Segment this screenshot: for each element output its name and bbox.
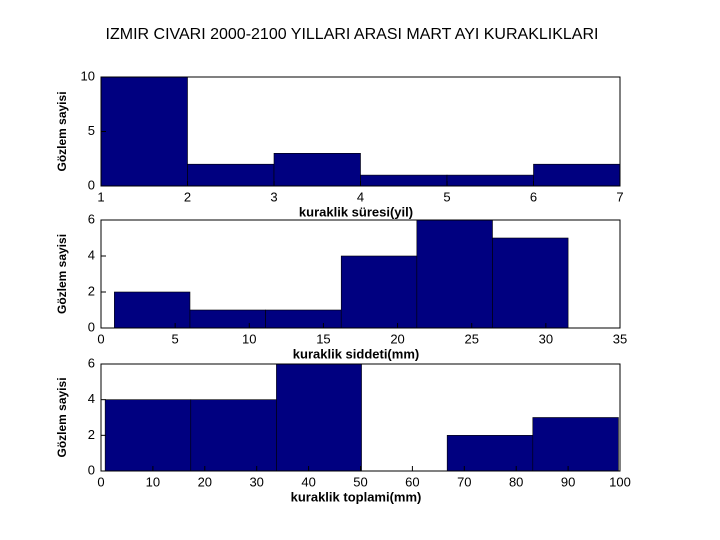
y-axis-label: Gözlem sayisi xyxy=(55,377,69,457)
histogram-bar xyxy=(446,174,534,187)
y-axis-label: Gözlem sayisi xyxy=(55,234,69,314)
x-tick-label: 7 xyxy=(616,189,623,204)
y-tick-label: 10 xyxy=(81,68,95,83)
histogram-bar xyxy=(492,237,569,329)
histogram-bar xyxy=(100,76,188,187)
x-tick-label: 20 xyxy=(198,474,212,489)
histogram-bar xyxy=(104,399,192,472)
histogram-bar xyxy=(265,309,342,329)
y-tick-label: 6 xyxy=(88,211,95,226)
histogram-bar xyxy=(189,309,266,329)
x-tick-label: 1 xyxy=(97,189,104,204)
x-tick-label: 80 xyxy=(509,474,523,489)
x-tick-label: 10 xyxy=(146,474,160,489)
y-tick-label: 2 xyxy=(88,427,95,442)
axes-frame xyxy=(100,219,621,329)
histogram-bar xyxy=(416,219,493,329)
y-tick-label: 5 xyxy=(88,123,95,138)
figure-title: IZMIR CIVARI 2000-2100 YILLARI ARASI MAR… xyxy=(106,26,599,43)
x-tick-label: 0 xyxy=(97,331,104,346)
x-tick-label: 25 xyxy=(464,331,478,346)
histogram-bar xyxy=(190,399,277,472)
y-axis-label: Gözlem sayisi xyxy=(55,91,69,171)
x-tick-label: 100 xyxy=(609,474,631,489)
x-axis-label: kuraklik toplami(mm) xyxy=(291,489,422,504)
x-axis-label: kuraklik siddeti(mm) xyxy=(293,346,419,361)
y-tick-label: 4 xyxy=(88,247,95,262)
x-tick-label: 5 xyxy=(443,189,450,204)
x-tick-label: 90 xyxy=(561,474,575,489)
histogram-bar xyxy=(340,255,418,329)
x-tick-label: 10 xyxy=(242,331,256,346)
histogram-bar xyxy=(533,163,621,187)
x-tick-label: 70 xyxy=(457,474,471,489)
y-tick-label: 4 xyxy=(88,391,95,406)
x-tick-label: 40 xyxy=(301,474,315,489)
x-tick-label: 50 xyxy=(353,474,367,489)
x-tick-label: 60 xyxy=(405,474,419,489)
x-tick-label: 6 xyxy=(530,189,537,204)
x-tick-label: 0 xyxy=(97,474,104,489)
histogram-bar xyxy=(446,435,534,472)
histogram-bar xyxy=(532,417,619,472)
y-tick-label: 0 xyxy=(88,177,95,192)
y-tick-label: 0 xyxy=(88,462,95,477)
x-tick-label: 5 xyxy=(172,331,179,346)
x-axis-label: kuraklik süresi(yil) xyxy=(299,204,413,219)
histogram-bar xyxy=(187,163,275,187)
histogram-bar xyxy=(114,291,191,329)
x-tick-label: 2 xyxy=(184,189,191,204)
y-tick-label: 2 xyxy=(88,283,95,298)
x-tick-label: 20 xyxy=(390,331,404,346)
histogram-bar xyxy=(276,363,362,472)
x-tick-label: 15 xyxy=(316,331,330,346)
y-tick-label: 6 xyxy=(88,355,95,370)
histogram-bar xyxy=(360,174,448,187)
y-tick-label: 0 xyxy=(88,319,95,334)
x-tick-label: 35 xyxy=(613,331,627,346)
x-tick-label: 3 xyxy=(270,189,277,204)
x-tick-label: 4 xyxy=(357,189,364,204)
x-tick-label: 30 xyxy=(249,474,263,489)
histogram-bar xyxy=(273,153,361,187)
x-tick-label: 30 xyxy=(539,331,553,346)
